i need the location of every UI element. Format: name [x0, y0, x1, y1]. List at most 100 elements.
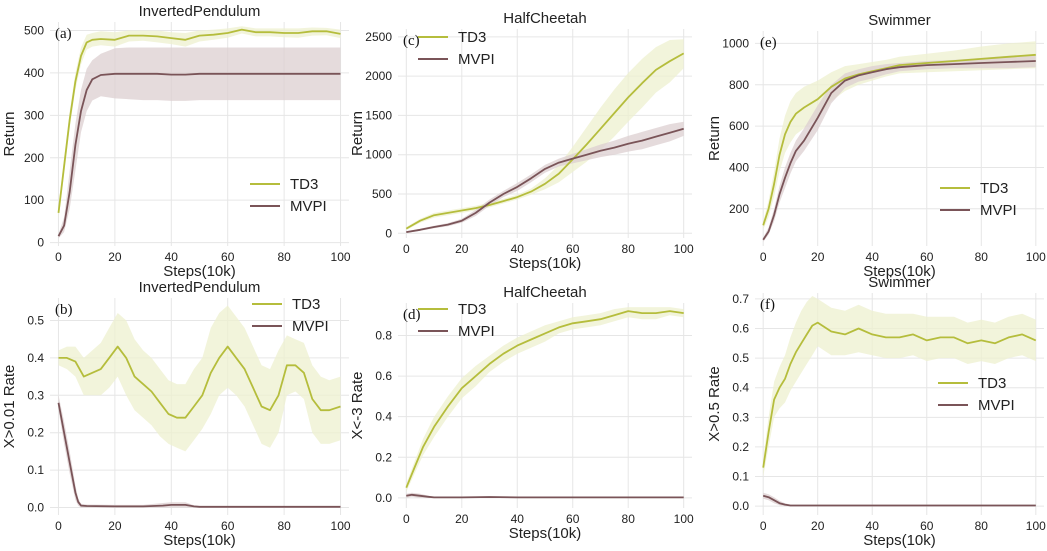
x-tick-label: 80 — [975, 250, 989, 264]
legend-label-mvpi: MVPI — [458, 323, 495, 340]
x-tick-label: 0 — [760, 519, 767, 533]
y-tick-label: 800 — [729, 78, 749, 92]
x-tick-label: 80 — [975, 519, 989, 533]
y-axis-label: X>0.01 Rate — [1, 365, 18, 449]
legend-label-mvpi: MVPI — [290, 198, 327, 215]
x-tick-label: 40 — [511, 242, 525, 256]
chart-panel-c: 0 20 40 60 80 10005001000150020002500HalfChee… — [349, 10, 694, 272]
y-tick-label: 0.7 — [732, 292, 749, 306]
y-tick-label: 0.1 — [27, 463, 44, 477]
legend-label-mvpi: MVPI — [980, 202, 1017, 219]
x-tick-label: 0 — [403, 512, 410, 526]
y-tick-label: 2500 — [365, 30, 392, 44]
x-tick-label: 20 — [108, 250, 122, 264]
y-tick-label: 0.2 — [732, 440, 749, 454]
y-tick-label: 0.3 — [27, 388, 44, 402]
chart-panel-b: 0 20 40 60 80 100 0.0 0.1 0.2 0.3 0.4 0.5 InvertedPe… — [1, 279, 351, 549]
legend-label-td3: TD3 — [458, 29, 486, 46]
y-tick-label: 0.0 — [732, 499, 749, 513]
x-tick-label: 20 — [811, 519, 825, 533]
legend-label-td3: TD3 — [458, 301, 486, 318]
x-tick-label: 20 — [455, 512, 469, 526]
x-tick-label: 60 — [221, 519, 235, 533]
legend-label-mvpi: MVPI — [292, 318, 329, 335]
chart-title: InvertedPendulum — [139, 3, 261, 20]
x-tick-label: 40 — [511, 512, 525, 526]
chart-panel-f: 0 20 40 60 80 1000.00.10.20.30.40.50.60.7Swim… — [706, 274, 1046, 549]
panel-letter: (d) — [403, 307, 421, 323]
y-tick-label: 200 — [729, 202, 749, 216]
x-tick-label: 40 — [866, 519, 880, 533]
x-tick-label: 60 — [566, 242, 580, 256]
chart-title: Swimmer — [868, 274, 931, 291]
legend-label-td3: TD3 — [978, 375, 1006, 392]
y-tick-label: 0.6 — [732, 322, 749, 336]
y-tick-label: 0.2 — [27, 426, 44, 440]
legend-label-mvpi: MVPI — [458, 51, 495, 68]
x-tick-label: 100 — [331, 519, 351, 533]
x-tick-label: 100 — [331, 250, 351, 264]
y-tick-label: 1500 — [365, 108, 392, 122]
x-tick-label: 100 — [1026, 519, 1046, 533]
x-tick-label: 20 — [811, 250, 825, 264]
x-tick-label: 40 — [165, 250, 179, 264]
y-tick-label: 0.1 — [732, 470, 749, 484]
y-tick-label: 0.2 — [375, 450, 392, 464]
panel-letter: (f) — [760, 297, 775, 313]
y-tick-label: 500 — [372, 187, 392, 201]
panel-letter: (b) — [55, 302, 73, 318]
x-tick-label: 0 — [403, 242, 410, 256]
y-tick-label: 400 — [24, 66, 44, 80]
y-axis-label: X>0.5 Rate — [706, 366, 723, 441]
y-tick-label: 0.4 — [375, 410, 392, 424]
chart-title: HalfCheetah — [503, 10, 586, 27]
y-tick-label: 0.0 — [375, 491, 392, 505]
y-tick-label: 0.3 — [732, 410, 749, 424]
x-tick-label: 0 — [55, 519, 62, 533]
legend-label-td3: TD3 — [292, 296, 320, 313]
y-tick-label: 0.8 — [375, 328, 392, 342]
x-tick-label: 60 — [920, 250, 934, 264]
y-axis-label: Return — [349, 111, 366, 156]
legend-label-td3: TD3 — [980, 180, 1008, 197]
panel-letter: (e) — [760, 35, 777, 51]
chart-title: Swimmer — [868, 12, 931, 29]
y-tick-label: 1000 — [365, 148, 392, 162]
y-tick-label: 100 — [24, 193, 44, 207]
x-axis-label: Steps(10k) — [509, 255, 582, 272]
x-axis-label: Steps(10k) — [163, 532, 236, 549]
y-tick-label: 0.5 — [732, 351, 749, 365]
x-tick-label: 80 — [622, 242, 636, 256]
legend-label-td3: TD3 — [290, 176, 318, 193]
x-tick-label: 80 — [277, 519, 291, 533]
y-tick-label: 0.6 — [375, 369, 392, 383]
chart-title: InvertedPendulum — [139, 279, 261, 296]
x-tick-label: 100 — [674, 512, 694, 526]
x-tick-label: 100 — [674, 242, 694, 256]
y-tick-label: 0.4 — [27, 351, 44, 365]
x-tick-label: 0 — [760, 250, 767, 264]
y-tick-label: 0.0 — [27, 501, 44, 515]
y-tick-label: 200 — [24, 151, 44, 165]
x-axis-label: Steps(10k) — [863, 532, 936, 549]
x-axis-label: Steps(10k) — [163, 263, 236, 280]
y-tick-label: 400 — [729, 160, 749, 174]
y-tick-label: 1000 — [722, 36, 749, 50]
x-tick-label: 60 — [920, 519, 934, 533]
y-tick-label: 500 — [24, 23, 44, 37]
x-tick-label: 20 — [455, 242, 469, 256]
chart-title: HalfCheetah — [503, 284, 586, 301]
legend-label-mvpi: MVPI — [978, 397, 1015, 414]
y-tick-label: 0 — [37, 236, 44, 250]
y-tick-label: 300 — [24, 108, 44, 122]
x-tick-label: 20 — [108, 519, 122, 533]
chart-panel-a: 0 20 40 60 80 100 0 100 200 300 400 500 InvertedPend… — [1, 3, 351, 280]
x-tick-label: 80 — [622, 512, 636, 526]
y-tick-label: 0.5 — [27, 313, 44, 327]
y-tick-label: 600 — [729, 119, 749, 133]
x-tick-label: 0 — [55, 250, 62, 264]
y-axis-label: Return — [706, 116, 723, 161]
panel-letter: (c) — [403, 33, 420, 49]
panel-letter: (a) — [55, 26, 72, 42]
